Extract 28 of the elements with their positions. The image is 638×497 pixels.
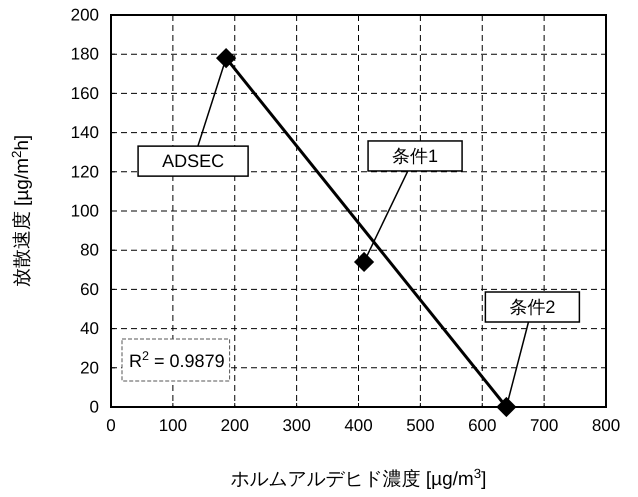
y-tick-label: 120 xyxy=(70,162,99,182)
point xyxy=(496,396,516,418)
x-tick-label: 800 xyxy=(592,416,620,436)
annotation: 条件2 xyxy=(509,297,556,317)
y-tick-label: 20 xyxy=(80,358,99,378)
annotation: ADSEC xyxy=(162,151,224,172)
y-tick-label: 100 xyxy=(70,201,99,220)
x-tick-label: 200 xyxy=(220,416,249,436)
x-tick-label: 0 xyxy=(106,416,116,436)
x-tick-label: 400 xyxy=(344,416,373,436)
point xyxy=(354,252,374,272)
y-tick-label: 40 xyxy=(80,319,99,338)
annotation: R$^{2}$ = 0.9879 xyxy=(129,349,225,371)
x-tick-label: 500 xyxy=(406,416,435,436)
y-tick-label: 160 xyxy=(70,84,99,103)
y-tick-label: 200 xyxy=(70,5,99,24)
y-tick-label: 60 xyxy=(80,280,99,299)
y-tick-label: 140 xyxy=(70,123,99,142)
y-tick-label: 180 xyxy=(70,44,99,64)
x-tick-label: 100 xyxy=(158,416,188,436)
x-tick-label: 300 xyxy=(282,416,311,436)
x-axis-title: ホルムアルデヒド濃度 [µg/m$^{3}$] xyxy=(230,466,486,490)
x-tick-label: 700 xyxy=(530,416,558,436)
y-tick-label: 0 xyxy=(90,397,99,416)
x-tick-label: 600 xyxy=(468,416,496,436)
annotation: 条件1 xyxy=(392,146,438,166)
point xyxy=(216,48,236,68)
y-tick-label: 80 xyxy=(80,240,99,260)
